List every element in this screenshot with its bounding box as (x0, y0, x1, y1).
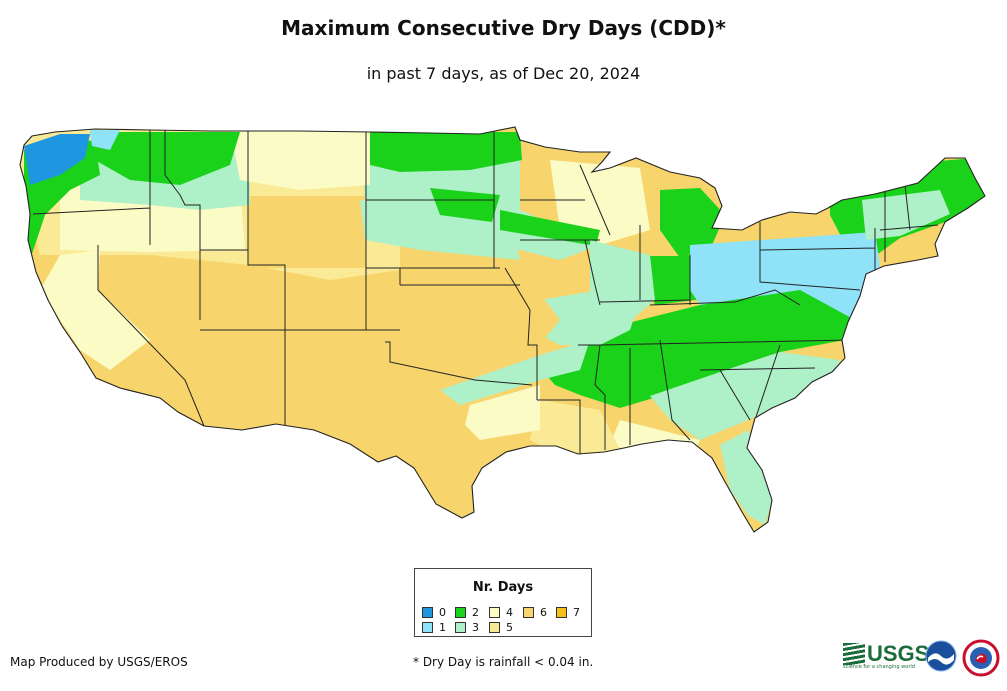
state-border (200, 249, 400, 430)
cdd-map (19, 126, 986, 533)
dry-days-zone (40, 250, 150, 370)
legend-swatch (523, 607, 534, 618)
legend-label: 1 (439, 621, 446, 634)
state-border (247, 130, 367, 330)
legend-swatch (489, 622, 500, 633)
usgs-wave-icon (843, 643, 865, 665)
dry-days-zone (550, 160, 650, 245)
legend-label: 7 (573, 606, 580, 619)
legend-item: 1 (422, 621, 446, 634)
legend-box: Nr. Days 0 1 2 3 4 5 6 7 (414, 568, 592, 637)
legend-item: 5 (489, 621, 513, 634)
legend-label: 0 (439, 606, 446, 619)
dry-days-zone (400, 280, 560, 380)
state-border (537, 344, 606, 455)
state-border (629, 339, 751, 445)
dry-days-zone (650, 352, 840, 440)
legend-swatch (455, 622, 466, 633)
credit-text: Map Produced by USGS/EROS (10, 655, 188, 669)
dry-days-zone (430, 188, 500, 222)
state-border (759, 222, 876, 291)
legend-swatch (422, 622, 433, 633)
dry-days-zone (90, 130, 120, 150)
state-border (366, 199, 500, 285)
state-border (385, 284, 533, 386)
state-border (879, 180, 939, 262)
dry-days-zone (465, 385, 540, 440)
legend-title: Nr. Days (472, 580, 534, 595)
usgs-logo: USGS science for a changing world (843, 641, 930, 670)
dry-days-zone (500, 210, 600, 246)
state-border (599, 339, 851, 421)
footnote-text: * Dry Day is rainfall < 0.04 in. (413, 655, 594, 669)
state-border (599, 289, 801, 306)
dry-days-zone (360, 200, 520, 260)
legend-item: 0 (422, 606, 446, 619)
dry-days-zone (720, 430, 772, 525)
legend-swatch (489, 607, 500, 618)
dry-days-zone (862, 190, 950, 240)
dry-days-zone (248, 196, 366, 268)
legend-swatch (556, 607, 567, 618)
state-border (32, 130, 205, 427)
legend-label: 4 (506, 606, 513, 619)
map-subtitle: in past 7 days, as of Dec 20, 2024 (366, 64, 641, 83)
dry-days-zone (530, 400, 620, 455)
legend-label: 6 (540, 606, 547, 619)
state-border (520, 164, 611, 241)
usgs-tagline: science for a changing world (843, 664, 915, 670)
legend-item: 7 (556, 606, 580, 619)
legend-label: 5 (506, 621, 513, 634)
usgs-logo-text: USGS (867, 641, 930, 666)
dry-days-zone (660, 188, 725, 258)
noaa-logo (925, 640, 957, 672)
legend-swatch (455, 607, 466, 618)
dry-days-zone (230, 130, 370, 190)
state-border (164, 130, 201, 320)
dry-days-zone (440, 340, 590, 405)
nws-logo (962, 639, 1000, 677)
legend-label: 3 (472, 621, 479, 634)
dry-days-zone (540, 290, 855, 408)
legend-item: 2 (455, 606, 479, 619)
dry-days-zone (370, 132, 522, 172)
dry-days-zone (24, 134, 90, 185)
dry-days-zone (590, 240, 655, 330)
legend-item: 3 (455, 621, 479, 634)
legend-swatch (422, 607, 433, 618)
state-border (493, 130, 538, 400)
legend-item: 4 (489, 606, 513, 619)
legend-item: 6 (523, 606, 547, 619)
legend-label: 2 (472, 606, 479, 619)
map-title: Maximum Consecutive Dry Days (CDD)* (281, 16, 726, 40)
state-border (584, 225, 691, 306)
